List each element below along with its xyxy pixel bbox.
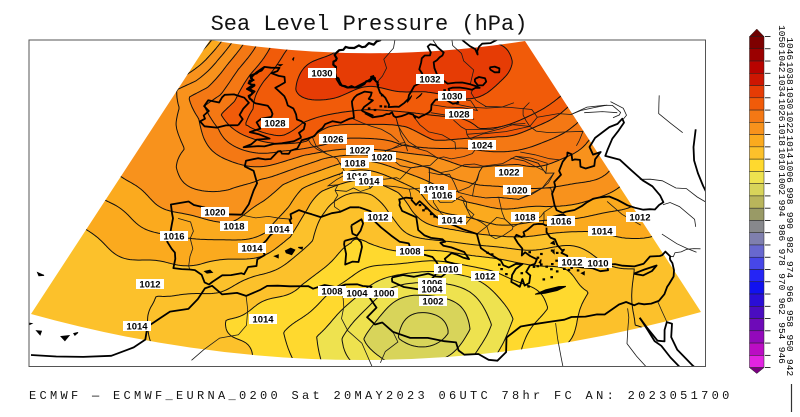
svg-text:1002: 1002 [422, 297, 443, 308]
svg-text:1014: 1014 [241, 244, 263, 255]
svg-text:1020: 1020 [204, 208, 225, 219]
svg-text:1014: 1014 [358, 177, 380, 188]
svg-text:1008: 1008 [321, 287, 342, 298]
svg-text:954: 954 [776, 322, 787, 339]
svg-text:1016: 1016 [431, 191, 452, 202]
svg-text:1026: 1026 [322, 135, 343, 146]
svg-text:1004: 1004 [346, 289, 368, 300]
svg-text:1028: 1028 [264, 119, 285, 130]
svg-text:1030: 1030 [311, 69, 332, 80]
svg-text:1014: 1014 [268, 225, 290, 236]
svg-text:1026: 1026 [776, 99, 787, 122]
svg-text:1002: 1002 [776, 172, 787, 195]
svg-text:1014: 1014 [252, 315, 274, 326]
svg-text:Sea Level Pressure (hPa): Sea Level Pressure (hPa) [211, 12, 528, 37]
svg-text:966: 966 [784, 285, 795, 302]
svg-text:942: 942 [784, 359, 795, 376]
svg-text:1046: 1046 [784, 37, 795, 60]
svg-text:1050: 1050 [776, 25, 787, 48]
svg-text:986: 986 [776, 224, 787, 241]
svg-text:982: 982 [784, 236, 795, 253]
svg-text:1028: 1028 [448, 110, 469, 121]
svg-text:1038: 1038 [784, 62, 795, 85]
svg-text:1012: 1012 [561, 258, 582, 269]
svg-text:1024: 1024 [471, 141, 493, 152]
svg-text:1004: 1004 [421, 285, 443, 296]
svg-text:1032: 1032 [419, 75, 440, 86]
svg-text:970: 970 [776, 273, 787, 290]
svg-text:950: 950 [784, 335, 795, 352]
svg-text:1012: 1012 [139, 280, 160, 291]
svg-text:1018: 1018 [344, 159, 365, 170]
svg-text:1010: 1010 [437, 265, 458, 276]
svg-text:990: 990 [784, 212, 795, 229]
svg-text:1012: 1012 [367, 213, 388, 224]
svg-text:1008: 1008 [399, 247, 420, 258]
svg-text:958: 958 [784, 310, 795, 327]
svg-text:1000: 1000 [373, 289, 394, 300]
svg-text:998: 998 [784, 187, 795, 204]
svg-text:1022: 1022 [498, 168, 519, 179]
svg-text:962: 962 [776, 298, 787, 315]
svg-text:1022: 1022 [784, 111, 795, 134]
svg-text:1010: 1010 [776, 148, 787, 171]
svg-text:974: 974 [784, 261, 795, 278]
svg-text:1016: 1016 [550, 217, 571, 228]
svg-text:1030: 1030 [441, 92, 462, 103]
svg-text:1042: 1042 [776, 50, 787, 73]
svg-text:1018: 1018 [514, 213, 535, 224]
svg-text:1014: 1014 [126, 322, 148, 333]
svg-text:1012: 1012 [629, 213, 650, 224]
svg-text:994: 994 [776, 200, 787, 217]
svg-text:1012: 1012 [474, 272, 495, 283]
svg-text:946: 946 [776, 347, 787, 364]
svg-text:ECMWF — ECMWF_EURNA_0200 Sat 2: ECMWF — ECMWF_EURNA_0200 Sat 20MAY2023 0… [29, 389, 733, 403]
svg-text:1034: 1034 [776, 74, 787, 97]
svg-text:1006: 1006 [784, 160, 795, 183]
svg-text:1018: 1018 [776, 123, 787, 146]
svg-text:1018: 1018 [223, 222, 244, 233]
svg-text:978: 978 [776, 249, 787, 266]
svg-text:1014: 1014 [441, 216, 463, 227]
svg-text:1020: 1020 [506, 186, 527, 197]
svg-text:1014: 1014 [591, 227, 613, 238]
svg-text:1020: 1020 [371, 153, 392, 164]
svg-text:1014: 1014 [784, 135, 795, 158]
svg-text:1016: 1016 [163, 232, 184, 243]
svg-text:1030: 1030 [784, 86, 795, 109]
svg-text:1022: 1022 [349, 146, 370, 157]
svg-text:1010: 1010 [587, 259, 608, 270]
